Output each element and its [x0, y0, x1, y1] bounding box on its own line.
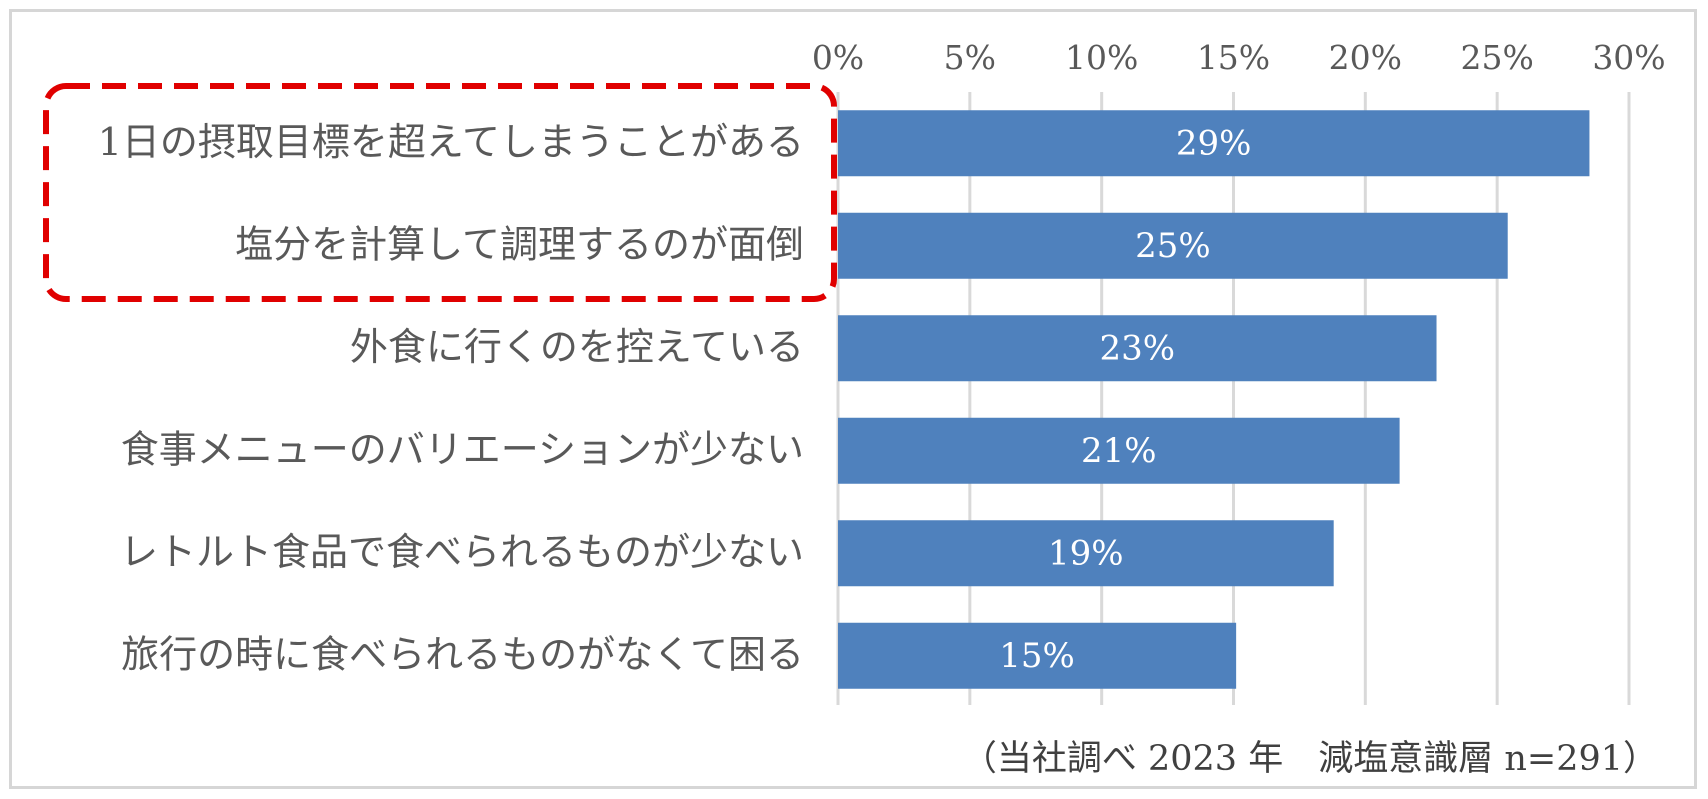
category-label: 食事メニューのバリエーションが少ない: [121, 427, 804, 471]
bar-data-label: 21%: [1081, 431, 1157, 471]
category-label: 1日の摂取目標を超えてしまうことがある: [98, 120, 804, 164]
bar: [838, 520, 1334, 587]
category-label: 旅行の時に食べられるものがなくて困る: [121, 632, 804, 676]
bar-data-label: 23%: [1099, 328, 1175, 368]
bar: [838, 212, 1508, 279]
x-tick-label: 25%: [1460, 38, 1533, 77]
bar-chart: 0% 5% 10% 15% 20% 25% 30% 29% 1日の摂取目標を超えてしまうことがあ…: [43, 38, 1666, 705]
highlight-box: [43, 83, 837, 302]
x-tick-label: 0%: [812, 38, 864, 77]
bar: [838, 315, 1437, 382]
x-tick-label: 20%: [1329, 38, 1402, 77]
bar: [838, 110, 1590, 177]
chart-frame: 0% 5% 10% 15% 20% 25% 30% 29% 1日の摂取目標を超えてしまうことがあ…: [9, 9, 1697, 789]
bar-data-label: 29%: [1176, 123, 1252, 163]
x-tick-label: 10%: [1065, 38, 1138, 77]
category-label: レトルト食品で食べられるものが少ない: [120, 530, 804, 574]
bar-data-label: 15%: [999, 636, 1075, 676]
x-tick-label: 30%: [1592, 38, 1665, 77]
category-label: 塩分を計算して調理するのが面倒: [235, 222, 804, 266]
bar-data-label: 25%: [1135, 226, 1211, 266]
source-note: （当社調べ 2023 年 減塩意識層 n=291）: [961, 739, 1658, 779]
x-tick-label: 15%: [1197, 38, 1270, 77]
bar-data-label: 19%: [1048, 533, 1124, 573]
x-tick-label: 5%: [944, 38, 996, 77]
bar: [838, 417, 1400, 484]
bar: [838, 622, 1237, 689]
category-label: 外食に行くのを控えている: [350, 325, 804, 369]
